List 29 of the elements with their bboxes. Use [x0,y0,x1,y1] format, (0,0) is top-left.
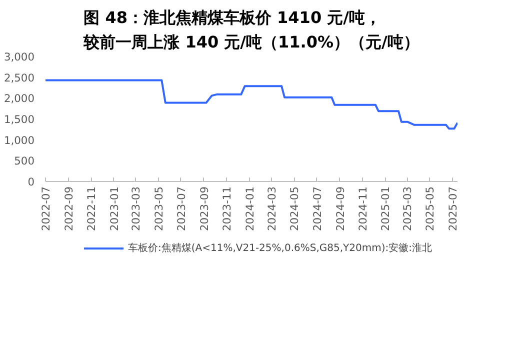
x-tick-label: 2025-01 [379,186,392,232]
y-tick-label: 3,000 [4,50,35,64]
x-tick-label: 2022-11 [85,186,98,232]
x-tick-label: 2024-01 [243,186,256,232]
x-tick-label: 2024-11 [356,186,370,232]
x-tick-label: 2024-07 [310,186,324,232]
y-tick-label: 0 [28,176,35,188]
x-tick-label: 2024-05 [288,186,302,232]
x-tick-label: 2023-03 [130,186,143,232]
x-tick-label: 2025-05 [424,186,437,232]
legend-label: 车板价:焦精煤(A<11%,V21-25%,0.6%S,G85,Y20mm):安徽:淮北 [128,242,432,255]
y-tick-label: 1,500 [4,113,35,126]
x-tick-label: 2025-07 [446,186,460,232]
x-tick-label: 2023-01 [108,186,121,232]
x-tick-label: 2023-11 [220,186,234,232]
x-tick-label: 2023-07 [174,186,188,232]
y-tick-label: 2,000 [4,92,35,106]
x-tick-label: 2025-03 [401,186,414,232]
x-tick-label: 2023-05 [152,186,166,232]
y-tick-label: 500 [14,154,35,168]
x-tick-label: 2022-09 [62,186,76,232]
x-tick-label: 2022-07 [40,186,52,232]
y-tick-label: 1,000 [4,134,35,147]
x-tick-label: 2023-09 [198,186,211,232]
line-series [46,79,458,130]
y-tick-label: 2,500 [4,71,35,84]
x-tick-label: 2024-09 [334,186,347,232]
chart-title: 图 48：淮北焦精煤车板价 1410 元/吨，较前一周上涨 140 元/吨（11.0%）（元/吨） [82,8,420,52]
x-tick-label: 2024-03 [266,186,279,232]
